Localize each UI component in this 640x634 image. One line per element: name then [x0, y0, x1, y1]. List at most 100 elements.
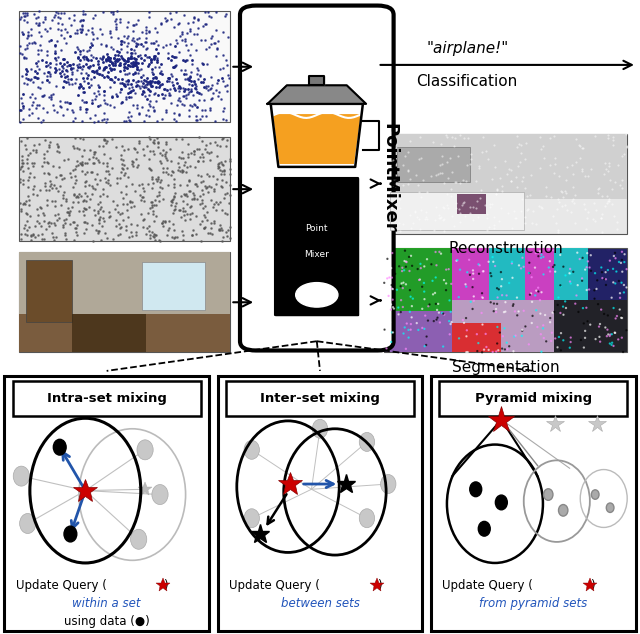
- Point: [225, 233, 236, 243]
- Point: [161, 155, 172, 165]
- Point: [395, 193, 405, 204]
- Point: [531, 219, 541, 229]
- Point: [579, 318, 589, 328]
- Point: [54, 181, 65, 191]
- Point: [111, 23, 121, 34]
- Point: [580, 333, 590, 343]
- Point: [15, 105, 25, 115]
- Text: Point: Point: [305, 224, 328, 233]
- Point: [150, 230, 161, 240]
- Point: [64, 60, 74, 70]
- Point: [156, 158, 166, 168]
- Point: [502, 338, 512, 348]
- Point: [195, 219, 205, 229]
- Point: [116, 186, 126, 197]
- Point: [437, 168, 447, 178]
- Point: [74, 206, 84, 216]
- Point: [179, 160, 189, 170]
- Point: [557, 200, 567, 210]
- Point: [138, 87, 148, 98]
- Point: [19, 79, 29, 89]
- Point: [100, 173, 110, 183]
- Point: [541, 336, 551, 346]
- Point: [520, 217, 531, 228]
- Point: [509, 332, 520, 342]
- Point: [172, 78, 182, 88]
- Point: [132, 146, 142, 157]
- Point: [600, 267, 611, 277]
- Point: [17, 155, 28, 165]
- Point: [26, 100, 36, 110]
- Point: [19, 223, 29, 233]
- Point: [182, 162, 192, 172]
- Point: [127, 158, 137, 169]
- Point: [53, 8, 63, 18]
- Point: [25, 168, 35, 178]
- Point: [136, 53, 146, 63]
- Point: [103, 165, 113, 176]
- Point: [172, 38, 182, 48]
- Point: [183, 89, 193, 100]
- Point: [90, 10, 100, 20]
- Point: [545, 133, 556, 143]
- Point: [439, 226, 449, 236]
- Point: [219, 103, 229, 113]
- Point: [101, 40, 111, 50]
- Point: [149, 230, 159, 240]
- Point: [489, 140, 499, 150]
- Point: [166, 170, 176, 180]
- Point: [169, 183, 179, 193]
- Point: [187, 100, 197, 110]
- Point: [144, 8, 154, 18]
- Point: [152, 40, 163, 50]
- Point: [419, 278, 429, 288]
- Point: [97, 115, 108, 125]
- Point: [42, 67, 52, 77]
- Point: [98, 65, 108, 75]
- Point: [68, 63, 78, 73]
- Point: [102, 233, 113, 243]
- Point: [163, 224, 173, 235]
- Point: [443, 204, 453, 214]
- Point: [44, 67, 54, 77]
- Point: [558, 302, 568, 312]
- Point: [104, 169, 114, 179]
- Point: [124, 30, 134, 41]
- Point: [129, 200, 139, 210]
- Point: [127, 82, 137, 93]
- Point: [168, 233, 179, 243]
- Point: [209, 137, 220, 147]
- Point: [586, 266, 596, 276]
- Point: [492, 322, 502, 332]
- Point: [198, 59, 208, 69]
- Point: [125, 195, 135, 205]
- Point: [218, 107, 228, 117]
- Point: [468, 295, 479, 306]
- Point: [492, 184, 502, 195]
- Point: [95, 212, 106, 223]
- Point: [158, 145, 168, 155]
- Point: [71, 161, 81, 171]
- Point: [97, 212, 108, 223]
- Point: [150, 195, 160, 205]
- Point: [36, 31, 47, 41]
- Point: [72, 220, 83, 230]
- Point: [121, 181, 131, 191]
- Point: [596, 227, 607, 237]
- Point: [109, 58, 120, 68]
- Point: [76, 27, 86, 37]
- Point: [398, 219, 408, 230]
- Point: [202, 146, 212, 157]
- Point: [195, 114, 205, 124]
- Point: [137, 89, 147, 99]
- Point: [166, 68, 176, 79]
- Point: [507, 258, 517, 268]
- Point: [419, 294, 429, 304]
- Point: [59, 215, 69, 225]
- Point: [189, 193, 199, 204]
- Point: [493, 284, 504, 294]
- Point: [102, 49, 112, 60]
- Point: [215, 141, 225, 152]
- Point: [37, 91, 47, 101]
- Point: [104, 207, 115, 217]
